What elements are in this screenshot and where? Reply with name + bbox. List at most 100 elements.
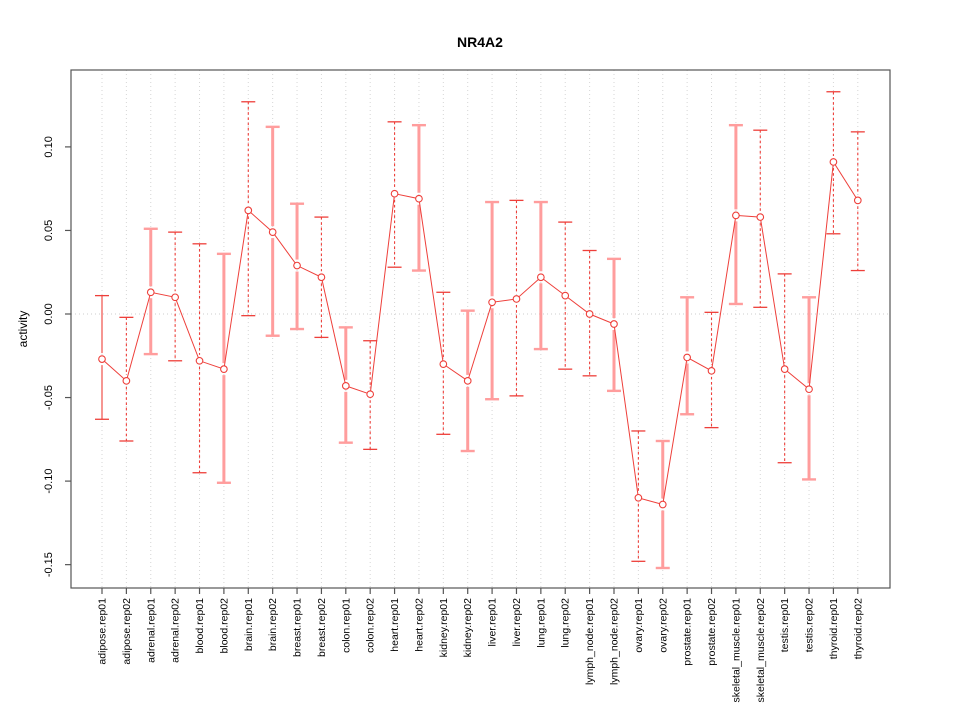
x-tick-label: adrenal.rep01 <box>145 598 157 663</box>
data-point <box>415 194 423 203</box>
error-bar <box>192 243 207 474</box>
x-tick-label: kidney.rep02 <box>462 598 474 658</box>
error-bar <box>119 316 134 442</box>
error-bar <box>582 249 597 377</box>
data-point <box>512 295 521 303</box>
error-bar <box>143 227 158 356</box>
x-tick-label: breast.rep02 <box>316 598 328 657</box>
x-tick-label: heart.rep01 <box>389 598 401 652</box>
series-line-layer <box>101 160 859 506</box>
x-tick-label: lung.rep02 <box>560 598 572 648</box>
data-point <box>683 353 691 362</box>
data-point <box>146 288 155 297</box>
x-tick-label: lymph_node.rep01 <box>584 598 596 685</box>
error-bar <box>265 125 280 337</box>
data-point <box>171 293 179 302</box>
data-point <box>853 196 862 205</box>
data-point <box>561 291 570 300</box>
x-tick-label: liver.rep01 <box>487 598 499 647</box>
data-point <box>98 355 106 363</box>
x-tick-label: liver.rep02 <box>511 598 523 647</box>
error-bar <box>606 257 621 393</box>
y-tick-label: 0.00 <box>43 303 55 324</box>
data-point <box>780 365 789 373</box>
data-point <box>585 310 594 318</box>
data-point <box>805 385 813 394</box>
x-tick-label: testis.rep01 <box>779 598 791 652</box>
x-tick-label: breast.rep01 <box>292 598 304 657</box>
y-tick-label: -0.10 <box>43 469 55 494</box>
y-tick-label: 0.05 <box>43 220 55 241</box>
error-bar <box>680 296 695 416</box>
error-bar <box>168 231 183 362</box>
x-tick-label: prostate.rep01 <box>682 598 694 666</box>
error-bar <box>485 200 500 401</box>
error-bar <box>655 439 670 570</box>
data-point <box>244 206 253 215</box>
x-tick-label: adrenal.rep02 <box>170 598 182 663</box>
data-points-layer <box>98 158 862 509</box>
error-bar <box>411 123 426 272</box>
y-tick-label: -0.05 <box>43 385 55 410</box>
error-bar <box>363 340 378 451</box>
x-tick-label: thyroid.rep01 <box>828 598 840 659</box>
data-point <box>439 360 448 368</box>
data-point <box>317 273 326 282</box>
error-bar <box>558 221 573 370</box>
data-point <box>634 493 643 502</box>
data-point <box>220 365 228 373</box>
x-tick-label: kidney.rep01 <box>438 598 450 658</box>
error-bar <box>290 202 305 331</box>
error-bar <box>728 123 743 306</box>
error-bar <box>802 296 817 481</box>
x-tick-label: skeletal_muscle.rep01 <box>730 598 742 703</box>
series-line <box>101 160 859 506</box>
x-tick-label: brain.rep02 <box>267 598 279 651</box>
error-bar <box>704 311 719 429</box>
error-bars-layer <box>95 91 865 570</box>
y-tick-label: -0.15 <box>43 552 55 577</box>
x-tick-label: thyroid.rep02 <box>852 598 864 659</box>
x-tick-label: blood.rep01 <box>194 598 206 654</box>
error-bar <box>314 216 329 339</box>
error-bar <box>95 294 109 420</box>
data-point <box>366 390 375 399</box>
error-bar <box>436 291 451 435</box>
data-point <box>707 366 716 375</box>
x-tick-label: brain.rep01 <box>243 598 255 651</box>
x-tick-label: blood.rep02 <box>218 598 230 654</box>
error-bar <box>216 252 231 484</box>
data-point <box>463 376 472 385</box>
x-tick-label: skeletal_muscle.rep02 <box>755 598 767 703</box>
error-bar <box>777 273 792 464</box>
x-tick-label: adipose.rep01 <box>97 598 109 665</box>
error-bar <box>631 430 646 562</box>
data-point <box>293 261 301 270</box>
data-point <box>488 298 496 307</box>
chart-title: NR4A2 <box>457 34 503 50</box>
y-tick-label: 0.10 <box>43 136 55 157</box>
error-bar <box>850 131 865 272</box>
error-bar <box>241 101 256 317</box>
data-point <box>829 158 838 166</box>
data-point <box>195 356 204 365</box>
x-tick-label: colon.rep02 <box>365 598 377 653</box>
error-bar <box>753 129 768 308</box>
error-bar <box>533 200 548 351</box>
error-bar <box>387 121 402 268</box>
error-bar <box>460 309 475 453</box>
data-point <box>537 273 545 282</box>
axes-layer: 0.10 0.05 0.00 -0.05 -0.10 -0.15 adipose.rep01… <box>43 69 891 703</box>
error-bar <box>338 326 353 444</box>
x-tick-label: lymph_node.rep02 <box>608 598 620 685</box>
x-tick-label: lung.rep01 <box>535 598 547 648</box>
x-tick-label: adipose.rep02 <box>121 598 133 665</box>
plot-frame <box>70 69 891 589</box>
data-point <box>390 189 399 198</box>
data-point <box>732 211 740 220</box>
x-tick-label: ovary.rep01 <box>633 598 645 653</box>
x-tick-label: colon.rep01 <box>340 598 352 653</box>
data-point <box>756 213 765 221</box>
